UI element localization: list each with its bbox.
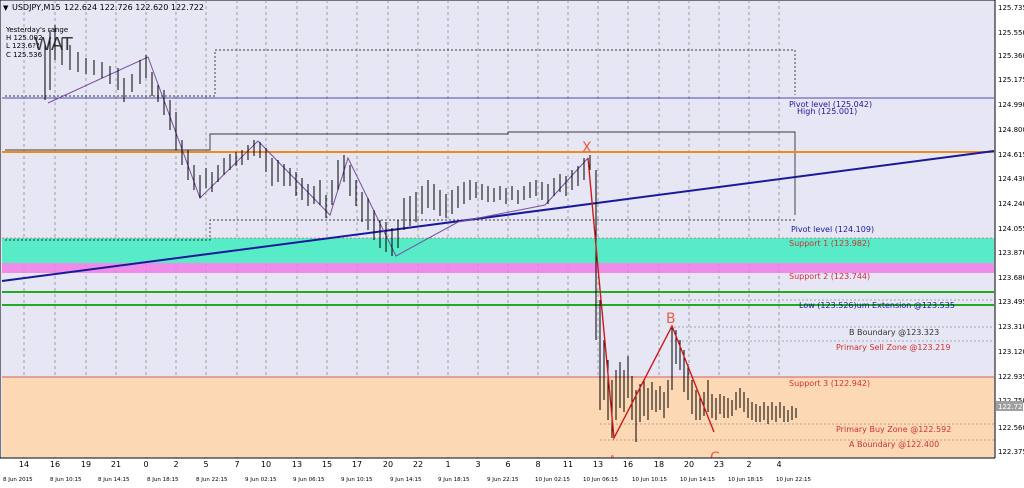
hour-tick: 16: [50, 460, 60, 469]
date-tick: 10 Jun 06:15: [583, 477, 618, 483]
label-pivot-top: Pivot level (125.042): [789, 100, 872, 109]
label-a-boundary: A Boundary @122.400: [849, 440, 939, 449]
time-scale[interactable]: 14 16 19 21 0 2 5 7 10 13 15 17 20 22 1 …: [0, 457, 995, 484]
hour-tick: 0: [143, 460, 148, 469]
price-tick: 123.495: [998, 298, 1024, 306]
zigzag-line: [47, 56, 589, 257]
price-tick: 125.550: [998, 29, 1024, 37]
date-tick: 10 Jun 02:15: [535, 477, 570, 483]
info-line-3: L 123.6??: [6, 42, 40, 50]
price-tick: 123.310: [998, 323, 1024, 331]
date-tick: 9 Jun 06:15: [293, 477, 325, 483]
date-tick: 8 Jun 10:15: [50, 477, 82, 483]
label-support3: Support 3 (122.942): [789, 379, 870, 388]
pattern-label-b: B: [666, 311, 676, 327]
pattern-lines: [587, 157, 715, 441]
date-tick: 8 Jun 18:15: [147, 477, 179, 483]
price-tick: 124.800: [998, 126, 1024, 134]
price-tick: 124.430: [998, 175, 1024, 183]
hour-tick: 3: [475, 460, 480, 469]
price-tick: 125.175: [998, 76, 1024, 84]
symbol-timeframe: USDJPY,M15: [12, 3, 61, 12]
hour-tick: 18: [654, 460, 664, 469]
hour-tick: 20: [684, 460, 694, 469]
price-scale[interactable]: 125.735 125.550 125.360 125.175 124.990 …: [994, 0, 1024, 484]
hour-tick: 1: [445, 460, 450, 469]
price-tick: 124.615: [998, 151, 1024, 159]
hour-tick: 20: [383, 460, 393, 469]
hour-tick: 14: [19, 460, 29, 469]
price-tick: 122.560: [998, 424, 1024, 432]
watermark-logo: WAT: [34, 34, 74, 55]
date-tick: 9 Jun 10:15: [341, 477, 373, 483]
price-tick: 124.055: [998, 225, 1024, 233]
price-tick: 124.240: [998, 200, 1024, 208]
hour-tick: 5: [203, 460, 208, 469]
price-tick: 123.870: [998, 249, 1024, 257]
hour-tick: 8: [535, 460, 540, 469]
info-line-2: H 125.002: [6, 34, 42, 42]
current-price-label: 122.722: [998, 403, 1024, 411]
price-tick: 125.360: [998, 52, 1024, 60]
hour-tick: 2: [173, 460, 178, 469]
label-b-boundary: B Boundary @123.323: [849, 328, 939, 337]
chart-header: ▼ USDJPY,M15 122.624 122.726 122.620 122…: [3, 3, 204, 59]
date-tick: 8 Jun 14:15: [98, 477, 130, 483]
hour-tick: 6: [505, 460, 510, 469]
hour-tick: 13: [292, 460, 302, 469]
pattern-label-x: X: [582, 140, 592, 156]
date-tick: 10 Jun 22:15: [776, 477, 811, 483]
hour-tick: 22: [413, 460, 423, 469]
price-tick: 123.680: [998, 274, 1024, 282]
label-high: High (125.001): [797, 107, 857, 116]
support2-zone: [2, 263, 994, 273]
label-support1: Support 1 (123.982): [789, 239, 870, 248]
ohlc-readout: 122.624 122.726 122.620 122.722: [64, 3, 204, 12]
hour-tick: 15: [322, 460, 332, 469]
price-tick: 122.935: [998, 373, 1024, 381]
primary-buy-zone: [2, 377, 994, 457]
date-tick: 10 Jun 10:15: [632, 477, 667, 483]
hour-tick: 13: [593, 460, 603, 469]
date-tick: 9 Jun 14:15: [390, 477, 422, 483]
vertical-grid: [23, 0, 780, 458]
price-tick: 125.735: [998, 4, 1024, 12]
level-dashes: [600, 299, 994, 441]
hour-tick: 7: [234, 460, 239, 469]
daily-range-boxes: [5, 49, 796, 241]
dropdown-arrow-icon[interactable]: ▼: [3, 4, 9, 12]
date-tick: 9 Jun 02:15: [245, 477, 277, 483]
current-price-badge: [996, 401, 1023, 411]
price-bars: [44, 25, 797, 442]
date-tick: 8 Jun 2015: [3, 477, 33, 483]
blue-trendline: [1, 150, 995, 282]
label-primary-buy: Primary Buy Zone @122.592: [836, 425, 951, 434]
date-tick: 8 Jun 22:15: [196, 477, 228, 483]
date-tick: 10 Jun 18:15: [728, 477, 763, 483]
hour-tick: 2: [746, 460, 751, 469]
label-low-ext: Low (123.526)um Extension @123.535: [799, 301, 955, 310]
hour-tick: 23: [714, 460, 724, 469]
hour-tick: 21: [111, 460, 121, 469]
date-tick: 9 Jun 22:15: [487, 477, 519, 483]
hour-tick: 4: [776, 460, 781, 469]
label-primary-sell: Primary Sell Zone @123.219: [836, 343, 950, 352]
hour-tick: 17: [352, 460, 362, 469]
label-support2: Support 2 (123.744): [789, 272, 870, 281]
label-pivot-mid: Pivot level (124.109): [791, 225, 874, 234]
date-tick: 9 Jun 18:15: [438, 477, 470, 483]
date-tick: 10 Jun 14:15: [680, 477, 715, 483]
price-tick: 123.120: [998, 348, 1024, 356]
hour-tick: 19: [81, 460, 91, 469]
hour-tick: 16: [623, 460, 633, 469]
price-tick: 122.375: [998, 448, 1024, 456]
hour-tick: 11: [563, 460, 573, 469]
price-tick: 124.990: [998, 101, 1024, 109]
hour-tick: 10: [261, 460, 271, 469]
info-line-1: Yesterday's range: [5, 26, 68, 34]
info-line-4: C 125.536: [6, 51, 43, 59]
